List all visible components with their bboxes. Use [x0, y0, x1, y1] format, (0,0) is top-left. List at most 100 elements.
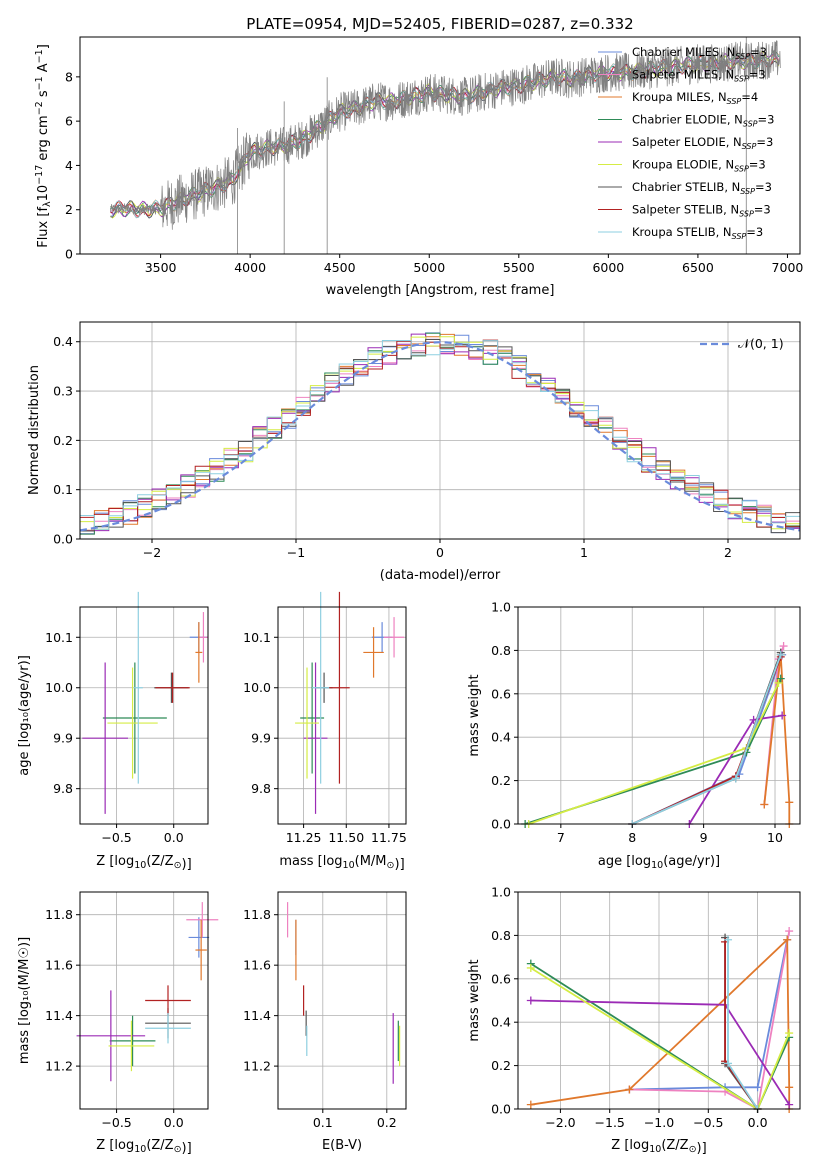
y-tick-label: 11.4	[243, 1008, 271, 1023]
y-tick-label: 10.0	[243, 680, 271, 695]
weight-marker-kroupa-elodie	[785, 1029, 794, 1038]
weight-marker-kroupa-miles	[625, 1085, 634, 1094]
x-tick-label: 7	[557, 830, 565, 845]
weight-line-kroupa-stelib	[727, 939, 759, 1110]
y-tick-label: 0.3	[53, 384, 73, 399]
y-tick-label: 0.2	[53, 433, 73, 448]
y-tick-label: 0.4	[491, 1015, 511, 1030]
figure-title: PLATE=0954, MJD=52405, FIBERID=0287, z=0…	[246, 15, 633, 33]
weight-line-chabrier-stelib	[631, 652, 782, 825]
x-tick-label: −1.5	[595, 1115, 625, 1130]
y-tick-label: 0.1	[53, 482, 73, 497]
weight-line-salpeter-miles	[629, 930, 791, 1111]
x-tick-label: 11.25	[286, 830, 322, 845]
y-tick-label: 10.0	[45, 680, 73, 695]
y-tick-label: 11.2	[45, 1059, 73, 1074]
weight-line-chabrier-elodie	[524, 678, 782, 825]
panel-residuals: −2 −1 0 1 2 0.0 0.1 0.2 0.3 0.4 (data-model)/error…	[27, 321, 801, 583]
axes-frame	[277, 606, 407, 825]
x-tick-label: −0.5	[101, 830, 131, 845]
x-tick-label: 0.0	[164, 830, 184, 845]
y-tick-label: 0.0	[491, 1102, 511, 1117]
x-tick-label: 0.1	[313, 1115, 333, 1130]
weight-line-chabrier-miles	[631, 654, 784, 825]
y-tick-label: 4	[65, 158, 73, 173]
x-tick-label: 5500	[503, 260, 535, 275]
legend-label: Chabrier STELIB, NSSP=3	[632, 180, 772, 196]
panel-mass-vs-metallicity: −0.5 0.0 11.2 11.4 11.6 11.8 Z [log10(Z/Z⊙)] ma…	[17, 891, 219, 1156]
y-tick-label: 0.2	[491, 1058, 511, 1073]
y-tick-label: 9.9	[251, 731, 271, 746]
weight-marker-kroupa-miles	[785, 1083, 794, 1092]
x-tick-label: 1	[580, 545, 588, 560]
y-tick-label: 0.8	[491, 928, 511, 943]
legend-label: Chabrier MILES, NSSP=3	[632, 45, 767, 61]
x-tick-label: −0.5	[693, 1115, 723, 1130]
y-tick-label: 11.2	[243, 1059, 271, 1074]
axes-frame	[79, 891, 209, 1110]
x-tick-label: 5000	[413, 260, 445, 275]
weight-marker-salpeter-elodie	[778, 711, 787, 720]
weight-line-kroupa-miles	[530, 937, 791, 1109]
weight-line-kroupa-stelib	[631, 654, 782, 825]
x-axis-label: mass [log10(M/M⊙)]	[279, 854, 404, 872]
y-tick-label: 9.8	[53, 781, 73, 796]
y-tick-label: 10.1	[243, 630, 271, 645]
residual-histogram-step	[80, 340, 800, 530]
x-tick-label: 0	[436, 545, 444, 560]
observed-spectrum-line	[110, 40, 781, 230]
legend-label: Chabrier ELODIE, NSSP=3	[632, 113, 774, 129]
y-axis-label: Flux [fλ10−17 erg cm−2 s−1 A−1]	[34, 44, 53, 248]
x-axis-label: age [log10(age/yr)]	[598, 854, 720, 871]
legend-label: Salpeter ELODIE, NSSP=3	[632, 135, 773, 151]
y-axis-label: mass weight	[467, 674, 482, 756]
y-tick-label: 0.8	[491, 643, 511, 658]
x-tick-label: −0.5	[101, 1115, 131, 1130]
weight-marker-chabrier-miles	[753, 1083, 762, 1092]
weight-marker-kroupa-miles	[785, 798, 794, 807]
x-tick-label: 0.0	[164, 1115, 184, 1130]
legend-label: Kroupa ELODIE, NSSP=3	[632, 158, 766, 174]
weight-marker-salpeter-miles	[779, 642, 788, 651]
x-tick-label: 2	[724, 545, 732, 560]
weight-marker-kroupa-elodie	[526, 963, 535, 972]
y-tick-label: 11.4	[45, 1008, 73, 1023]
weight-marker-kroupa-stelib	[724, 1059, 733, 1068]
legend-label: Kroupa STELIB, NSSP=3	[632, 225, 763, 241]
y-tick-label: 9.9	[53, 731, 73, 746]
y-tick-label: 0.0	[53, 532, 73, 547]
panel-spectrum: 3500 4000 4500 5000 5500 6000 6500 7000 0 2 4 6 8 wav…	[34, 36, 803, 298]
weight-line-salpeter-stelib	[631, 656, 782, 825]
x-tick-label: 6000	[592, 260, 624, 275]
weight-marker-kroupa-stelib	[731, 774, 740, 783]
legend-label: 𝒩(0, 1)	[738, 336, 784, 351]
y-tick-label: 11.8	[45, 907, 73, 922]
x-tick-label: −1	[287, 545, 305, 560]
x-tick-label: 6500	[682, 260, 714, 275]
panel-weight-vs-age: 7 8 9 10 0.0 0.2 0.4 0.6 0.8 1.0 age [log10(age/yr…	[467, 600, 801, 871]
panel-age-vs-metallicity: −0.5 0.0 9.8 9.9 10.0 10.1 Z [log10(Z/Z⊙)] age …	[17, 591, 209, 872]
weight-marker-kroupa-miles	[760, 800, 769, 809]
y-tick-label: 2	[65, 202, 73, 217]
x-tick-label: −2.0	[545, 1115, 575, 1130]
x-tick-label: 0.0	[748, 1115, 768, 1130]
legend-label: Kroupa MILES, NSSP=4	[632, 90, 758, 106]
y-axis-label: mass [log₁₀(M/M☉)]	[17, 937, 32, 1064]
x-tick-label: −2	[143, 545, 161, 560]
y-tick-label: 8	[65, 69, 73, 84]
weight-marker-kroupa-stelib	[724, 935, 733, 944]
legend-label: Salpeter MILES, NSSP=3	[632, 68, 766, 84]
y-tick-label: 0.0	[491, 817, 511, 832]
weight-marker-salpeter-elodie	[785, 1100, 794, 1109]
weight-marker-kroupa-miles	[783, 935, 792, 944]
y-tick-label: 11.8	[243, 907, 271, 922]
y-axis-label: mass weight	[467, 959, 482, 1041]
panel-weight-vs-metallicity: −2.0 −1.5 −1.0 −0.5 0.0 0.0 0.2 0.4 0.6 0.8 1.0 Z […	[467, 885, 801, 1156]
normal-distribution-curve	[79, 341, 801, 532]
weight-marker-kroupa-stelib	[776, 650, 785, 659]
panel-age-vs-mass: 11.25 11.50 11.75 9.8 9.9 10.0 10.1 mass [log10…	[243, 591, 407, 872]
x-tick-label: 4000	[234, 260, 266, 275]
y-tick-label: 0.4	[491, 730, 511, 745]
axes-frame	[79, 606, 209, 825]
